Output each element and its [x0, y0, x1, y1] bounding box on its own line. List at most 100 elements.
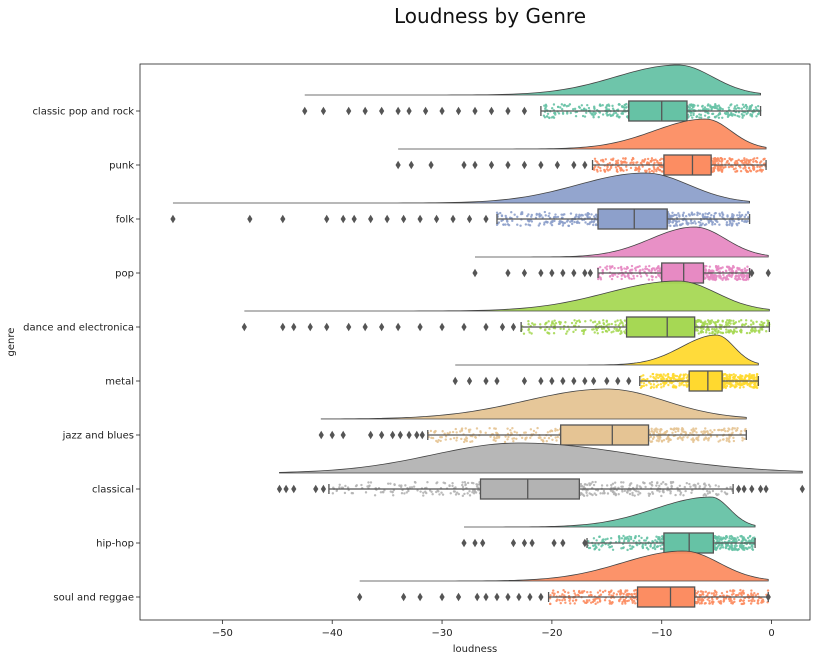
rain-point	[667, 439, 670, 442]
rain-point	[554, 113, 557, 116]
rain-point	[506, 438, 509, 441]
rain-point	[576, 220, 579, 223]
rain-point	[749, 329, 753, 332]
rain-point	[678, 215, 681, 218]
rain-point	[662, 439, 666, 442]
rain-point	[725, 276, 729, 279]
rain-point	[729, 329, 732, 332]
rain-point	[736, 162, 739, 165]
rain-point	[495, 436, 498, 440]
rain-point	[705, 331, 708, 334]
iqr-box	[663, 154, 712, 176]
rain-point	[727, 162, 731, 165]
outlier-point	[368, 430, 374, 440]
rain-point	[543, 436, 546, 440]
rain-point	[738, 386, 742, 389]
rain-point	[641, 268, 644, 271]
rain-point	[730, 103, 733, 106]
iqr-box	[625, 316, 696, 338]
rain-point	[695, 431, 698, 434]
rain-point	[572, 330, 575, 334]
density-cloud	[455, 334, 759, 366]
rain-point	[588, 221, 592, 224]
rain-point	[735, 330, 739, 334]
rain-point	[760, 320, 763, 324]
rain-point	[743, 274, 746, 277]
rain-point	[616, 319, 619, 322]
rain-point	[724, 429, 727, 433]
rain-point	[745, 105, 749, 109]
outlier-point	[521, 376, 528, 386]
rain-point	[657, 383, 660, 386]
rain-point	[650, 275, 653, 278]
boxplot	[496, 208, 751, 230]
rain-point	[747, 216, 750, 219]
rain-point	[592, 328, 595, 331]
rain-point	[593, 107, 596, 111]
rain-point	[602, 160, 605, 163]
rain-point	[660, 157, 663, 160]
rain-point	[599, 265, 602, 269]
rain-point	[724, 323, 728, 326]
rain-point	[500, 214, 504, 217]
rain-point	[513, 213, 516, 216]
rain-point	[582, 329, 585, 332]
rain-point	[562, 327, 565, 331]
rain-point	[681, 377, 684, 381]
outlier-point	[406, 430, 412, 440]
rain-point	[741, 103, 745, 106]
rain-point	[742, 105, 746, 109]
rain-point	[608, 265, 612, 268]
rain-point	[696, 212, 699, 215]
rain-point	[631, 491, 634, 495]
rain-point	[695, 115, 698, 119]
outlier-point	[395, 322, 401, 332]
rain-point	[743, 437, 746, 441]
rain-point	[652, 383, 656, 386]
rain-point	[632, 277, 636, 280]
rain-point	[559, 106, 562, 109]
rain-point	[741, 383, 744, 387]
rain-point	[495, 223, 499, 227]
rain-point	[717, 116, 721, 119]
rain-point	[614, 111, 618, 115]
rain-point	[721, 266, 724, 269]
rain-point	[552, 332, 556, 335]
rain-point	[550, 107, 554, 110]
rain-point	[593, 157, 597, 160]
rain-point	[735, 385, 738, 388]
rain-point	[680, 381, 684, 385]
iqr-box	[688, 370, 723, 392]
rain-point	[673, 224, 677, 227]
rain-point	[729, 485, 732, 489]
rain-point	[670, 427, 673, 431]
rain-point	[616, 275, 619, 278]
rain-point	[625, 115, 629, 118]
outlier-point	[549, 268, 555, 278]
rain-point	[609, 166, 613, 169]
rain-point	[524, 431, 527, 434]
rain-point	[743, 267, 747, 270]
genre-group-classical	[276, 442, 805, 500]
outlier-point	[414, 430, 420, 440]
rain-point	[688, 108, 692, 111]
rain-point	[469, 440, 472, 444]
rain-point	[602, 489, 606, 493]
rain-point	[574, 328, 577, 332]
rain-point	[675, 213, 678, 217]
rain-point	[615, 115, 619, 118]
rain-point	[582, 332, 585, 336]
rain-point	[605, 168, 609, 171]
outlier-point	[604, 376, 610, 386]
rain-point	[620, 168, 624, 172]
rain-point	[707, 103, 710, 106]
rain-point	[627, 276, 631, 279]
rain-point	[682, 373, 685, 377]
rain-point	[588, 216, 592, 219]
rain-point	[751, 158, 755, 161]
rain-point	[731, 165, 734, 169]
rain-point	[696, 320, 699, 323]
rain-point	[754, 106, 758, 109]
rain-point	[698, 116, 701, 119]
rain-point	[728, 428, 731, 431]
